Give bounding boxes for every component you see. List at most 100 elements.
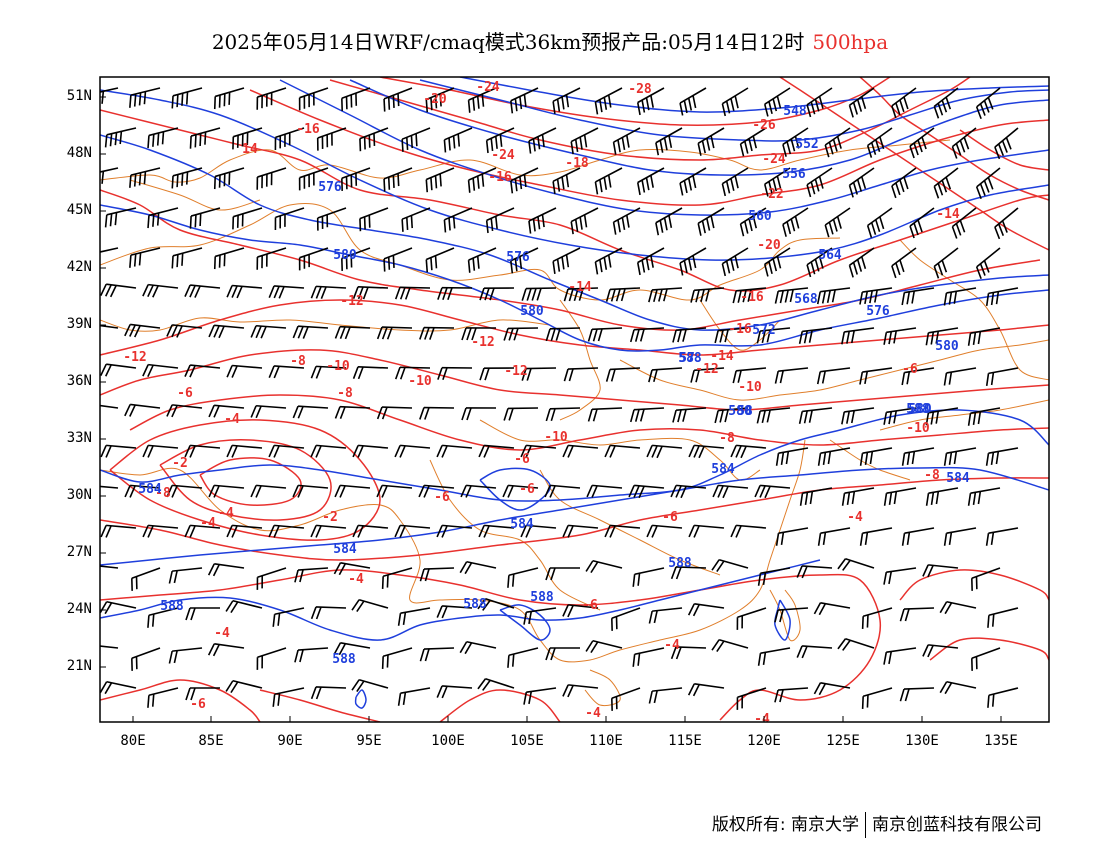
wind-barb-icon <box>562 444 599 458</box>
wind-barb-icon <box>394 444 431 458</box>
wind-barb-icon <box>147 607 179 628</box>
height-label: 58 <box>737 404 753 419</box>
wind-barb-icon <box>225 679 263 694</box>
temperature-contour <box>129 394 1049 451</box>
wind-barb-icon <box>232 207 263 230</box>
wind-barb-icon <box>687 603 725 617</box>
temperature-label: -6 <box>582 598 598 613</box>
temperature-label: -8 <box>719 431 735 446</box>
temperature-label: -14 <box>936 207 960 222</box>
wind-barb-icon <box>477 597 515 611</box>
wind-barb-icon <box>479 367 515 381</box>
wind-barb-icon <box>168 567 203 584</box>
wind-barb-icon <box>611 607 641 631</box>
wind-barb-icon <box>943 447 977 466</box>
temperature-contour <box>959 129 1049 171</box>
wind-barb-icon <box>376 484 413 498</box>
wind-barb-icon <box>732 287 767 304</box>
border-line <box>699 299 781 351</box>
wind-barb-icon <box>274 127 305 150</box>
wind-barb-icon <box>334 484 371 498</box>
wind-barb-icon <box>859 287 893 305</box>
wind-barb-icon <box>901 287 935 306</box>
border-line <box>829 439 911 481</box>
wind-barb-icon <box>351 598 389 612</box>
wind-barb-icon <box>184 524 221 538</box>
temperature-contour <box>109 419 381 541</box>
wind-barb-icon <box>883 487 917 506</box>
height-label: 560 <box>748 209 772 224</box>
wind-barb-icon <box>437 366 473 380</box>
height-contour <box>100 134 1049 331</box>
wind-barb-icon <box>655 207 683 236</box>
wind-barb-icon <box>425 167 455 193</box>
wind-barb-icon <box>479 287 515 301</box>
wind-barb-icon <box>352 366 389 380</box>
wind-barb-icon <box>736 687 767 710</box>
wind-barb-icon <box>100 247 119 253</box>
wind-barb-icon <box>909 127 935 159</box>
wind-barb-icon <box>461 407 497 421</box>
wind-barb-icon <box>461 327 497 341</box>
wind-barb-icon <box>563 287 599 302</box>
height-contour <box>354 689 367 709</box>
height-label: 588 <box>160 599 184 614</box>
wind-barb-icon <box>359 127 389 152</box>
wind-barb-icon <box>655 127 683 156</box>
wind-barb-icon <box>334 325 371 340</box>
wind-barb-icon <box>477 677 515 691</box>
wind-barb-icon <box>225 599 263 614</box>
temperature-labels: -24 -20 -28 -24 -16 -26 14 -18 -16 -24 -22 -14 -20 -1… <box>123 80 960 722</box>
temperature-label: -24 <box>491 148 515 163</box>
temperature-label: -12 <box>695 362 718 377</box>
temperature-label: -20 <box>757 238 781 253</box>
wind-barb-icon <box>171 247 203 269</box>
wind-barb-icon <box>256 167 287 190</box>
wind-barb-icon <box>294 647 329 663</box>
height-label: 588 <box>668 556 692 571</box>
wind-barb-icon <box>817 447 851 466</box>
temperature-contour <box>159 439 332 521</box>
wind-barb-icon <box>774 607 809 623</box>
height-label: 588 <box>906 402 930 417</box>
wind-barb-icon <box>397 687 431 706</box>
temperature-label: -6 <box>519 482 535 497</box>
height-contour <box>100 559 821 641</box>
height-label: 584 <box>711 462 735 477</box>
lon-label: 100E <box>431 733 465 749</box>
temperature-label: -6 <box>514 452 530 467</box>
wind-barb-icon <box>100 167 119 184</box>
temperature-contour <box>100 109 1049 292</box>
wind-barb-icon <box>841 407 875 425</box>
wind-barb-icon <box>147 687 179 708</box>
lon-label: 130E <box>905 733 939 749</box>
height-label: 57 <box>679 351 695 366</box>
wind-barb-icon <box>419 326 455 340</box>
wind-barb-icon <box>100 283 137 298</box>
wind-barb-icon <box>632 647 665 667</box>
wind-barb-icon <box>925 407 959 426</box>
lat-label: 51N <box>66 88 92 104</box>
temperature-label: -4 <box>218 506 234 521</box>
wind-barb-icon <box>883 327 917 345</box>
wind-barb-icon <box>310 365 347 379</box>
wind-barb-icon <box>806 247 833 278</box>
wind-barb-icon <box>967 327 1001 346</box>
border-line <box>129 179 261 211</box>
wind-barb-icon <box>268 524 305 538</box>
temperature-label: -4 <box>348 572 364 587</box>
lon-label: 110E <box>589 733 623 749</box>
wind-barb-icon <box>419 567 455 582</box>
wind-barb-icon <box>166 484 203 498</box>
lat-label: 36N <box>66 373 92 389</box>
wind-barb-icon <box>341 247 371 271</box>
temperature-contour <box>329 77 971 161</box>
height-label: 584 <box>138 482 162 497</box>
wind-barb-icon <box>310 606 347 620</box>
wind-barb-icon <box>341 167 371 191</box>
wind-barb-icon <box>967 487 1001 506</box>
temperature-label: -12 <box>123 350 146 365</box>
wind-barb-icon <box>100 363 137 377</box>
height-label: 572 <box>752 323 775 338</box>
wind-barb-icon <box>352 286 389 300</box>
